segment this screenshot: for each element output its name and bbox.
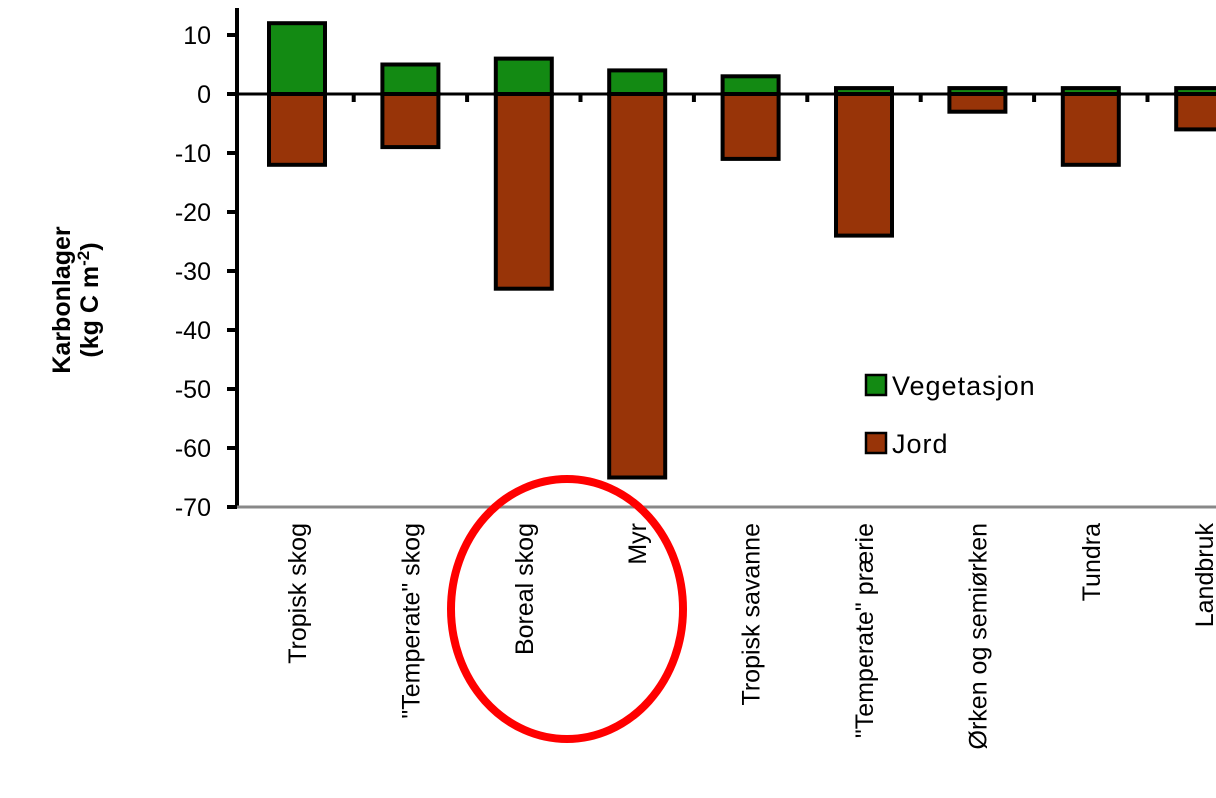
category-label-8: Landbruk	[1191, 523, 1216, 628]
y-tick-label: 0	[197, 81, 211, 109]
category-label-6: Ørken og semiørken	[964, 523, 992, 749]
bars	[267, 21, 1216, 480]
legend-label-vegetasjon: Vegetasjon	[892, 371, 1036, 401]
y-tick-label: 10	[183, 22, 211, 50]
bar-jord-7	[1060, 92, 1121, 167]
bar-vegetasjon-1	[380, 62, 441, 96]
x-axis	[237, 92, 1216, 509]
highlight-ellipse	[447, 475, 687, 743]
y-axis-label: Karbonlager (kg C m-2)	[48, 226, 104, 374]
y-tick-label: -20	[175, 199, 211, 227]
y-axis-label-line1: Karbonlager	[48, 226, 76, 374]
category-labels: Tropisk skog "Temperate" skog Boreal skog M…	[284, 523, 1216, 750]
annotation	[447, 475, 687, 743]
legend: Vegetasjon Jord	[864, 371, 1036, 459]
bar-vegetasjon-4	[720, 74, 781, 97]
bar-jord-5	[834, 92, 894, 238]
category-label-4: Tropisk savanne	[738, 523, 766, 706]
legend-label-jord: Jord	[892, 429, 949, 459]
bar-jord-0	[267, 92, 327, 167]
legend-swatch-jord	[864, 431, 888, 455]
bar-jord-3	[607, 92, 668, 480]
legend-swatch-vegetasjon	[864, 373, 888, 397]
bar-vegetasjon-3	[607, 68, 668, 97]
bar-vegetasjon-0	[267, 21, 327, 97]
bar-vegetasjon-2	[493, 56, 554, 96]
category-label-3: Myr	[624, 523, 652, 565]
y-tick-label: -70	[175, 494, 211, 522]
y-tick-label: -60	[175, 435, 211, 463]
bar-jord-2	[493, 92, 554, 291]
category-label-2: Boreal skog	[511, 523, 539, 655]
bar-jord-8	[1174, 92, 1216, 132]
category-label-7: Tundra	[1078, 523, 1106, 601]
y-tick-label: -10	[175, 140, 211, 168]
category-label-0: Tropisk skog	[284, 523, 312, 664]
y-tick-label: -30	[175, 258, 211, 286]
y-axis-label-unit: (kg C m	[76, 266, 104, 358]
category-label-5: "Temperate" prærie	[851, 523, 879, 738]
y-axis-label-superscript: -2	[74, 251, 93, 266]
y-tick-label: -50	[175, 376, 211, 404]
y-axis: 10 0 -10 -20 -30 -40 -50 -60 -70	[175, 8, 239, 522]
bar-jord-6	[947, 92, 1008, 114]
y-axis-label-close: )	[76, 242, 104, 250]
y-tick-label: -40	[175, 317, 211, 345]
bar-jord-1	[380, 92, 441, 150]
category-label-1: "Temperate" skog	[397, 523, 425, 719]
y-axis-label-line2: (kg C m-2)	[74, 242, 105, 357]
bar-jord-4	[720, 92, 781, 161]
